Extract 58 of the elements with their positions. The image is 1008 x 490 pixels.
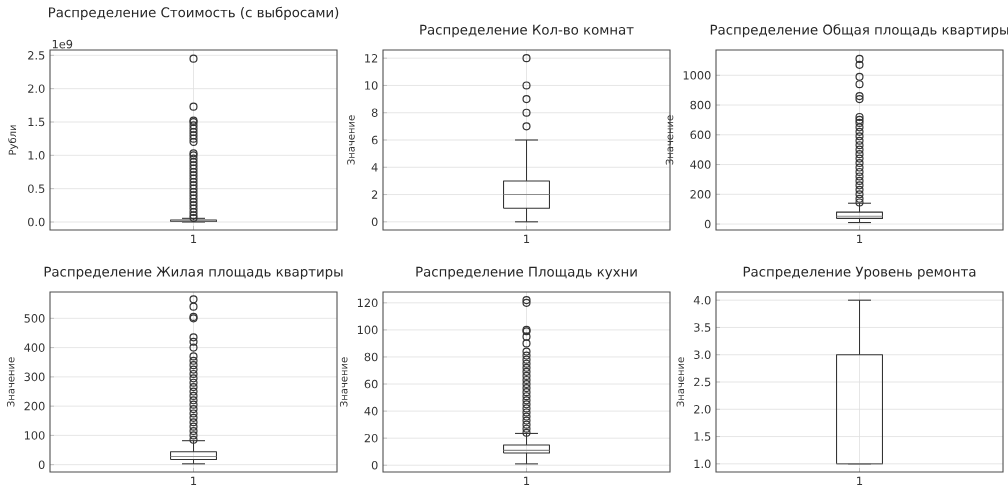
y-tick-label: 1.5 (694, 432, 711, 441)
y-tick-label: 120 (357, 298, 378, 308)
text: 1e9 (52, 39, 73, 49)
y-tick-label: 12 (365, 53, 378, 63)
y-tick-label: 2 (371, 190, 378, 199)
x-tick-label: 1 (857, 234, 863, 243)
y-tick-label: 20 (364, 433, 378, 443)
y-tick-label: 0.0 (28, 217, 45, 227)
y-tick-label: 2.0 (694, 404, 711, 414)
y-tick-label: 600 (690, 130, 711, 140)
y-axis-title: Значение (339, 357, 348, 407)
y-tick-label: 0.5 (28, 184, 45, 193)
y-tick-label: 1000 (683, 71, 711, 80)
y-tick-label: 200 (24, 401, 45, 411)
y-tick-label: 2.0 (28, 84, 45, 93)
chart-title: Распределение Общая площадь квартиры (710, 24, 1008, 38)
x-tick-label: 1 (191, 234, 197, 243)
y-tick-label: 4.0 (693, 295, 711, 305)
y-tick-label: 1.5 (28, 117, 45, 127)
y-tick-label: 80 (364, 352, 378, 362)
y-tick-label: 3.5 (694, 323, 711, 332)
y-tick-label: 0 (38, 460, 45, 469)
x-tick-label: 1 (524, 476, 530, 485)
y-tick-label: 2.5 (28, 51, 45, 60)
y-tick-label: 1.0 (28, 151, 45, 160)
y-tick-label: 100 (24, 431, 45, 440)
y-tick-label: 4 (371, 163, 378, 172)
y-axis-title: Значение (676, 357, 685, 407)
chart-title: Распределение Стоимость (с выбросами) (49, 6, 339, 20)
y-axis-title: Рубли (8, 125, 19, 155)
y-tick-label: 2.5 (694, 377, 711, 387)
y-tick-label: 40 (364, 406, 378, 416)
y-tick-label: 300 (24, 372, 45, 382)
y-tick-label: 1.0 (694, 459, 711, 469)
y-tick-label: 10 (365, 81, 378, 90)
x-tick-label: 1 (857, 476, 863, 485)
y-tick-label: 3.0 (694, 350, 711, 360)
x-tick-label: 1 (191, 476, 197, 485)
y-axis-title: Значение (347, 115, 355, 165)
y-tick-label: 500 (24, 314, 45, 323)
y-tick-label: 0 (704, 219, 711, 229)
chart-title: Распределение Площадь кухни (416, 266, 637, 280)
chart-title: Распределение Уровень ремонта (743, 266, 976, 280)
y-tick-label: 200 (690, 190, 711, 199)
y-tick-label: 8 (371, 108, 378, 118)
x-tick-label: 1 (524, 234, 530, 243)
chart-title: Распределение Жилая площадь квартиры (44, 266, 343, 280)
y-tick-label: 0 (371, 460, 378, 470)
y-axis-title: Значение (6, 357, 15, 407)
chart-title: Распределение Кол-во комнат (420, 24, 634, 38)
y-tick-label: 100 (357, 325, 378, 335)
y-axis-title: Значение (665, 115, 674, 165)
y-tick-label: 0 (371, 217, 378, 227)
y-tick-label: 800 (690, 100, 711, 110)
y-tick-label: 6 (371, 135, 378, 145)
y-tick-label: 400 (690, 160, 711, 169)
y-tick-label: 60 (364, 379, 378, 389)
y-tick-label: 400 (24, 343, 45, 352)
